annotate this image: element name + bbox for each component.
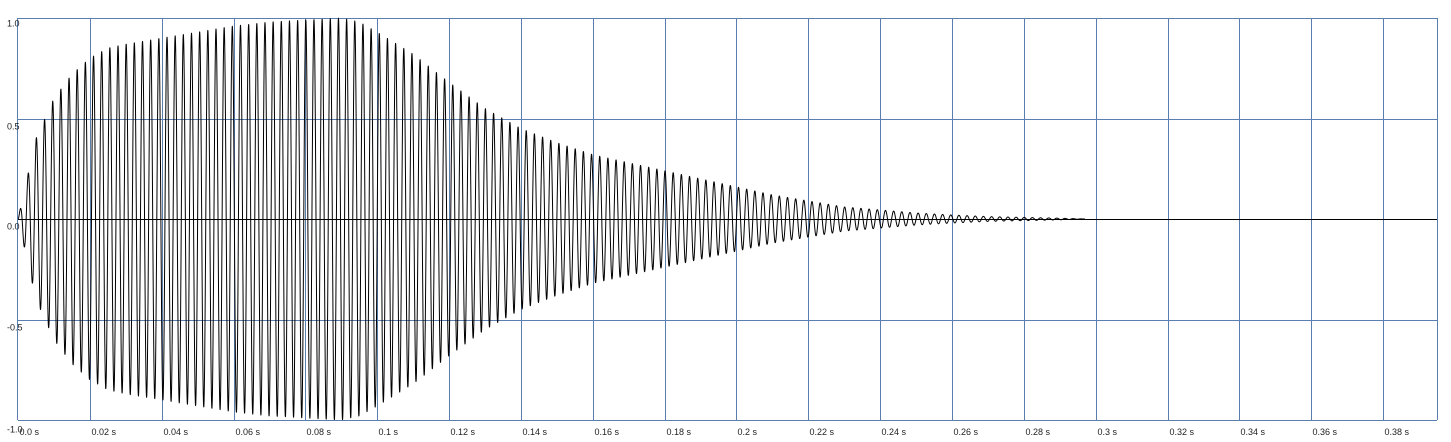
- y-tick-label: 1.0: [7, 19, 20, 29]
- x-tick-label: 0.16 s: [595, 427, 620, 437]
- y-tick-label: 0.0: [7, 222, 20, 232]
- y-tick-labels: 1.0 0.5 0.0 -0.5 -1.0: [7, 19, 23, 435]
- x-tick-labels: 0.0 s 0.02 s 0.04 s 0.06 s 0.08 s 0.1 s 0.12 s…: [20, 427, 1410, 437]
- x-tick-label: 0.28 s: [1026, 427, 1051, 437]
- x-tick-label: 0.36 s: [1313, 427, 1338, 437]
- series-group: [17, 17, 1086, 421]
- y-tick-label: -1.0: [7, 425, 23, 435]
- x-tick-label: 0.02 s: [92, 427, 117, 437]
- x-tick-label: 0.22 s: [810, 427, 835, 437]
- x-tick-label: 0.08 s: [307, 427, 332, 437]
- x-tick-label: 0.38 s: [1385, 427, 1410, 437]
- x-tick-label: 0.12 s: [451, 427, 476, 437]
- x-tick-label: 0.26 s: [954, 427, 979, 437]
- x-tick-label: 0.2 s: [738, 427, 758, 437]
- x-tick-label: 0.1 s: [379, 427, 399, 437]
- x-tick-label: 0.0 s: [20, 427, 40, 437]
- x-tick-label: 0.32 s: [1170, 427, 1195, 437]
- x-tick-label: 0.06 s: [236, 427, 261, 437]
- x-tick-label: 0.24 s: [882, 427, 907, 437]
- y-tick-label: -0.5: [7, 323, 23, 333]
- x-tick-label: 0.14 s: [523, 427, 548, 437]
- x-tick-label: 0.3 s: [1098, 427, 1118, 437]
- waveform-line: [17, 17, 1086, 421]
- x-tick-label: 0.18 s: [667, 427, 692, 437]
- x-tick-label: 0.34 s: [1241, 427, 1266, 437]
- y-tick-label: 0.5: [7, 122, 20, 132]
- x-tick-label: 0.04 s: [164, 427, 189, 437]
